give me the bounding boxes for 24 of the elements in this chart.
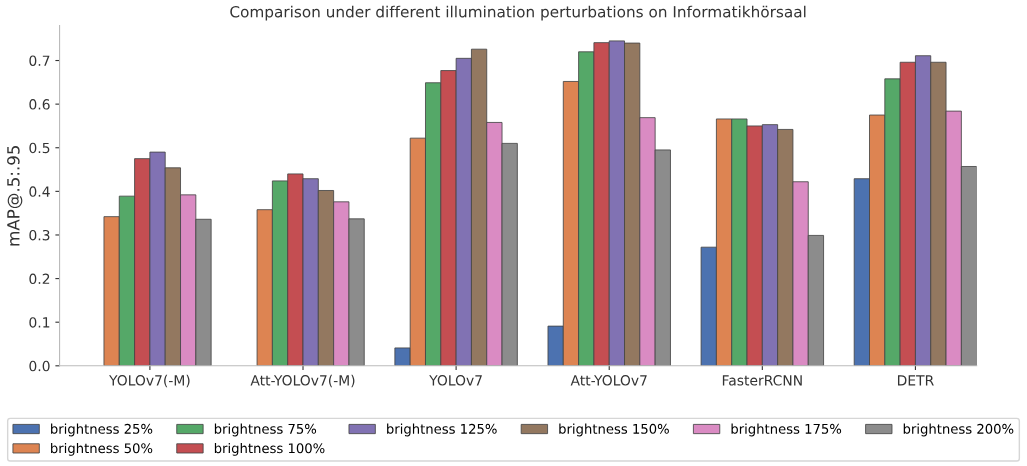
y-tick-label: 0.3 xyxy=(29,229,50,241)
y-tick-label: 0.0 xyxy=(29,360,50,372)
x-tick-label: FasterRCNN xyxy=(722,375,802,386)
y-tick-label: 0.4 xyxy=(29,186,50,197)
y-tick-label: 0.2 xyxy=(29,273,50,285)
legend-label: brightness 25% xyxy=(51,423,153,437)
y-tick-label: 0.5 xyxy=(29,142,50,154)
y-tick-label: 0.6 xyxy=(29,99,50,110)
y-tick-label: 0.7 xyxy=(29,55,50,66)
y-axis-title: mAP@.5:.95 xyxy=(7,145,23,246)
legend-label: brightness 150% xyxy=(559,423,669,437)
x-tick-label: Att-YOLOv7(-M) xyxy=(250,374,355,388)
legend-label: brightness 200% xyxy=(903,423,1014,437)
x-tick-label: YOLOv7(-M) xyxy=(109,374,190,388)
legend-label: brightness 75% xyxy=(214,423,317,437)
legend-label: brightness 125% xyxy=(387,423,497,437)
chart-title: Comparison under different illumination perturbations on Informatikhörsaal xyxy=(230,5,806,21)
legend-label: brightness 100% xyxy=(214,442,325,456)
y-tick-label: 0.1 xyxy=(29,317,50,328)
x-tick-label: YOLOv7 xyxy=(429,375,482,386)
legend-label: brightness 175% xyxy=(731,423,842,437)
x-tick-label: DETR xyxy=(897,375,934,386)
x-tick-label: Att-YOLOv7 xyxy=(570,375,647,386)
legend-label: brightness 50% xyxy=(51,442,153,456)
